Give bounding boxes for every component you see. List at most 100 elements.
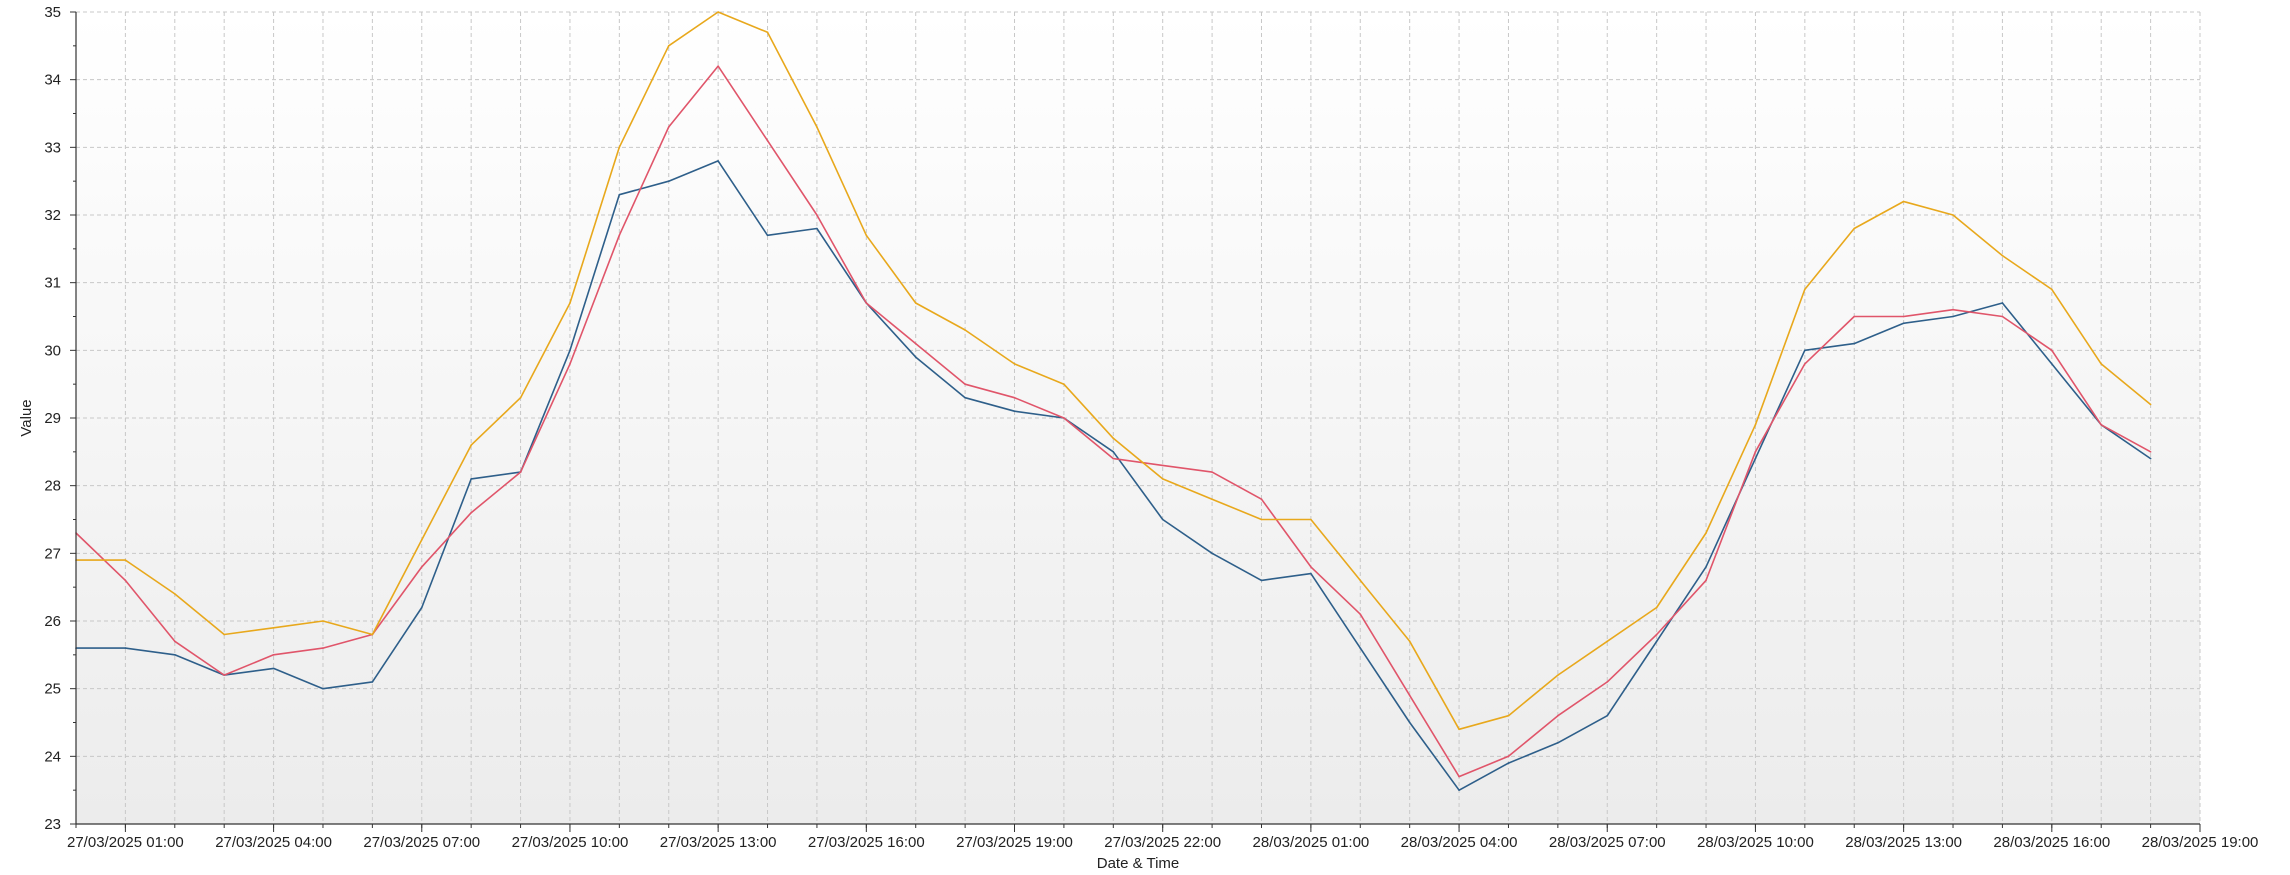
x-tick-label: 28/03/2025 19:00 (2142, 834, 2259, 851)
y-tick-label: 32 (44, 207, 61, 224)
data-point (322, 620, 324, 622)
x-tick-label: 28/03/2025 01:00 (1252, 834, 1369, 851)
data-point (1161, 464, 1164, 467)
data-point (1705, 566, 1707, 568)
data-point (1211, 498, 1213, 501)
data-point (1754, 451, 1757, 453)
data-point (1310, 566, 1312, 568)
data-point (1359, 579, 1362, 582)
data-point (173, 640, 176, 643)
x-tick-label: 28/03/2025 16:00 (1993, 834, 2110, 851)
data-point (1507, 762, 1510, 764)
data-point (569, 349, 571, 352)
data-point (1161, 478, 1164, 480)
data-point (2001, 302, 2004, 304)
data-point (272, 667, 275, 670)
data-point (173, 654, 176, 656)
data-point (1507, 714, 1510, 717)
y-tick-label: 28 (44, 478, 61, 495)
data-point (1606, 681, 1609, 683)
data-point (1952, 315, 1954, 318)
data-point (371, 681, 374, 683)
x-tick-label: 27/03/2025 16:00 (808, 834, 925, 851)
data-point (1804, 288, 1806, 291)
data-point (420, 539, 423, 541)
data-point (717, 65, 719, 67)
x-tick-label: 28/03/2025 10:00 (1697, 834, 1814, 851)
data-point (1557, 714, 1559, 717)
data-point (2001, 254, 2004, 257)
data-point (964, 329, 966, 331)
data-point (420, 566, 423, 568)
data-point (173, 593, 176, 595)
y-tick-label: 26 (44, 613, 61, 630)
data-point (470, 511, 472, 514)
data-point (1853, 342, 1856, 345)
data-point (371, 633, 374, 636)
y-tick-label: 27 (44, 545, 61, 562)
data-point (667, 126, 670, 128)
data-point (667, 45, 670, 47)
data-point (1310, 518, 1312, 521)
data-point (1359, 613, 1362, 616)
data-point (766, 31, 769, 34)
data-point (1458, 789, 1460, 791)
data-point (1804, 349, 1806, 352)
data-point (1112, 437, 1115, 440)
data-point (470, 444, 472, 446)
data-point (1408, 694, 1411, 697)
data-point (964, 396, 966, 399)
data-point (1902, 315, 1905, 318)
data-point (223, 633, 225, 636)
x-tick-labels: 27/03/2025 01:00 27/03/2025 04:00 27/03/20… (67, 834, 2258, 851)
x-tick-label: 27/03/2025 19:00 (956, 834, 1073, 851)
data-point (1408, 640, 1411, 643)
data-point (766, 234, 769, 237)
data-point (667, 180, 670, 182)
x-tick-label: 28/03/2025 04:00 (1401, 834, 1518, 851)
x-tick-label: 27/03/2025 07:00 (363, 834, 480, 851)
data-point (2051, 349, 2053, 352)
data-point (766, 139, 769, 142)
x-tick-label: 27/03/2025 10:00 (512, 834, 629, 851)
data-point (717, 160, 719, 162)
data-point (1013, 363, 1016, 365)
data-point (1606, 640, 1609, 643)
y-tick-label: 23 (44, 816, 61, 833)
data-point (2149, 451, 2152, 453)
y-tick-label: 34 (44, 72, 61, 89)
data-point (1211, 471, 1213, 473)
data-point (618, 193, 621, 196)
data-point (124, 647, 127, 649)
y-axis-title: Value (18, 399, 35, 436)
y-tick-label: 33 (44, 139, 61, 156)
data-point (1606, 714, 1609, 717)
data-point (914, 302, 917, 304)
grid-lines (75, 11, 2201, 825)
data-point (1804, 363, 1806, 365)
x-tick-label: 27/03/2025 01:00 (67, 834, 184, 851)
y-tick-label: 30 (44, 342, 61, 359)
data-point (2149, 457, 2152, 460)
data-point (1260, 518, 1263, 521)
data-point (470, 478, 472, 480)
data-point (322, 647, 324, 649)
data-point (272, 626, 275, 629)
data-point (2051, 288, 2053, 291)
data-point (322, 687, 324, 690)
x-tick-label: 27/03/2025 13:00 (660, 834, 777, 851)
y-tick-label: 29 (44, 410, 61, 427)
series-layer (75, 11, 2152, 792)
data-point (816, 227, 818, 230)
data-point (1063, 417, 1065, 419)
data-point (1112, 457, 1115, 460)
y-tick-label: 25 (44, 681, 61, 698)
y-tick-label: 31 (44, 275, 61, 292)
data-point (1359, 647, 1362, 649)
data-point (420, 606, 423, 609)
y-tick-labels: 23 24 25 26 27 28 29 30 31 32 33 34 35 (44, 4, 61, 833)
data-point (618, 146, 621, 149)
data-point (1705, 532, 1707, 534)
data-point (2100, 423, 2103, 426)
data-point (1211, 552, 1213, 555)
